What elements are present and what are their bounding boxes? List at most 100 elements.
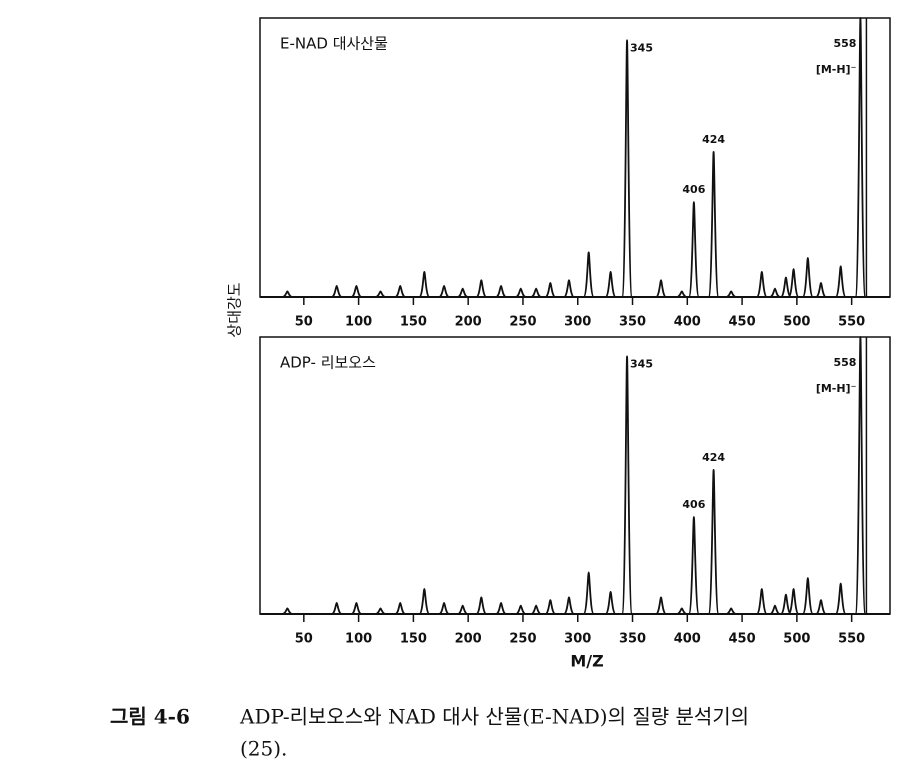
- peak-label: 558: [833, 37, 856, 50]
- peak: [457, 604, 468, 615]
- peak: [515, 604, 527, 615]
- x-tick-label: 250: [509, 632, 536, 647]
- panel-title: E-NAD 대사산물: [280, 35, 388, 53]
- peak: [687, 516, 700, 615]
- x-tick-label: 300: [564, 315, 591, 330]
- peak: [438, 284, 450, 298]
- peak: [725, 607, 737, 615]
- peak-label: 406: [682, 183, 705, 196]
- x-tick-label: 550: [838, 632, 865, 647]
- peak: [621, 39, 633, 298]
- peak: [495, 602, 507, 615]
- peak-label: 558: [833, 356, 856, 369]
- peak: [582, 251, 595, 298]
- peak: [394, 602, 406, 615]
- peak-annotation: [M-H]⁻: [816, 382, 857, 395]
- peak: [787, 588, 800, 615]
- peak: [834, 582, 847, 615]
- peak: [655, 279, 667, 298]
- x-tick-label: 250: [509, 315, 536, 330]
- peak: [530, 604, 542, 615]
- caption-text: (25).: [240, 737, 287, 761]
- peak: [769, 604, 781, 615]
- peak: [815, 599, 827, 615]
- x-tick-label: 550: [838, 315, 865, 330]
- peak: [418, 588, 431, 615]
- peak: [457, 287, 468, 298]
- peak: [815, 282, 827, 298]
- peak: [582, 571, 595, 615]
- peak: [604, 270, 617, 298]
- peak: [801, 257, 814, 298]
- peak: [780, 593, 792, 615]
- x-tick-label: 200: [455, 315, 482, 330]
- peak: [780, 276, 792, 298]
- peak: [834, 265, 847, 298]
- x-tick-label: 350: [619, 315, 646, 330]
- peak: [475, 596, 487, 615]
- x-tick-label: 450: [729, 632, 756, 647]
- peak-label: 345: [630, 357, 653, 370]
- y-axis-label: 상대강도: [226, 282, 244, 337]
- peak-label: 424: [702, 451, 725, 464]
- peak: [351, 284, 362, 298]
- peak: [854, 17, 867, 298]
- x-tick-label: 500: [783, 632, 810, 647]
- peak: [707, 151, 720, 298]
- peak: [707, 469, 720, 615]
- peak: [787, 268, 800, 298]
- peak: [530, 287, 542, 298]
- peak: [418, 270, 431, 298]
- x-tick-label: 500: [783, 315, 810, 330]
- peak: [515, 287, 527, 298]
- x-tick-label: 400: [674, 632, 701, 647]
- caption-text: ADP-리보오스와 NAD 대사 산물(E-NAD)의 질량 분석기의: [239, 705, 749, 729]
- peak: [755, 270, 768, 298]
- peak: [755, 588, 768, 615]
- peak: [655, 596, 667, 615]
- peak: [621, 355, 633, 615]
- caption-label: 그림 4-6: [110, 705, 190, 729]
- peak: [604, 590, 617, 615]
- peak: [676, 290, 688, 298]
- peak: [676, 607, 688, 615]
- peak: [351, 602, 362, 615]
- peak: [282, 607, 293, 615]
- peak: [331, 602, 343, 615]
- peak-label: 424: [702, 133, 725, 146]
- peak: [394, 284, 406, 298]
- x-tick-label: 200: [455, 632, 482, 647]
- peak: [331, 284, 343, 298]
- peak: [544, 599, 556, 615]
- peak: [375, 607, 386, 615]
- x-tick-label: 350: [619, 632, 646, 647]
- peak-annotation: [M-H]⁻: [816, 63, 857, 76]
- x-tick-label: 400: [674, 315, 701, 330]
- peak: [769, 287, 781, 298]
- x-tick-label: 450: [729, 315, 756, 330]
- x-axis-label: M/Z: [570, 652, 603, 671]
- peak: [375, 290, 386, 298]
- peak: [854, 336, 867, 615]
- peak: [687, 201, 700, 298]
- peak: [801, 577, 814, 615]
- x-tick-label: 300: [564, 632, 591, 647]
- peak: [282, 290, 293, 298]
- peak: [438, 602, 450, 615]
- x-tick-label: 50: [295, 632, 313, 647]
- x-tick-label: 100: [345, 315, 372, 330]
- peak: [475, 279, 487, 298]
- peak: [544, 282, 556, 298]
- peak: [495, 284, 507, 298]
- x-tick-label: 50: [295, 315, 313, 330]
- plot-frame: [259, 336, 891, 615]
- peak: [563, 596, 575, 615]
- peak: [563, 279, 575, 298]
- peak: [725, 290, 737, 298]
- panel-title: ADP- 리보오스: [280, 354, 376, 372]
- peak-label: 345: [630, 41, 653, 54]
- plot-frame: [259, 17, 891, 298]
- x-tick-label: 150: [400, 632, 427, 647]
- peak-label: 406: [682, 498, 705, 511]
